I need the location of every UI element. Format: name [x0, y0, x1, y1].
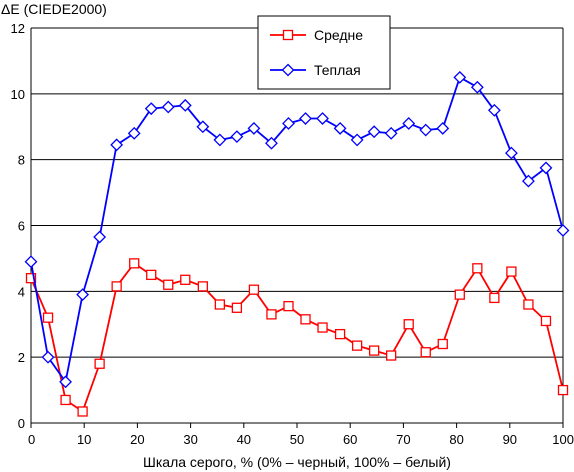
legend-item: Теплая — [270, 62, 361, 78]
data-point-square — [163, 279, 174, 290]
data-point-square — [351, 340, 363, 351]
y-tick-label: 12 — [11, 21, 25, 36]
data-point-square — [60, 394, 71, 406]
data-point-square — [386, 350, 397, 361]
data-point-diamond — [265, 136, 278, 150]
data-point-diamond — [556, 224, 570, 237]
data-point-diamond — [470, 80, 484, 94]
x-tick-label: 50 — [290, 432, 304, 447]
data-point-square — [111, 281, 122, 292]
data-point-square — [403, 319, 414, 330]
data-point-diamond — [282, 117, 295, 130]
data-point-diamond — [230, 130, 244, 144]
y-tick-label: 4 — [18, 284, 25, 299]
data-point-diamond — [350, 133, 364, 147]
data-point-diamond — [178, 98, 192, 112]
data-point-square — [214, 299, 226, 310]
data-point-square — [129, 258, 140, 269]
data-point-square — [557, 384, 569, 396]
data-point-diamond — [196, 120, 210, 134]
data-point-diamond — [539, 161, 553, 175]
x-tick-label: 70 — [396, 432, 410, 447]
data-point-diamond — [419, 123, 433, 137]
x-tick-label: 80 — [449, 432, 463, 447]
data-point-diamond — [247, 121, 261, 135]
series-average — [25, 258, 569, 417]
data-point-square — [472, 263, 483, 274]
data-point-square — [94, 358, 105, 369]
x-tick-label: 40 — [237, 432, 251, 447]
data-point-square — [42, 312, 54, 323]
data-point-diamond — [281, 63, 295, 77]
data-point-diamond — [504, 146, 518, 160]
data-point-square — [282, 29, 294, 41]
data-point-square — [266, 309, 277, 320]
data-point-square — [300, 314, 311, 325]
x-tick-label: 30 — [183, 432, 197, 447]
y-tick-label: 0 — [18, 416, 25, 431]
data-point-square — [454, 289, 465, 300]
data-point-diamond — [367, 125, 381, 139]
data-point-square — [248, 284, 260, 295]
legend-box — [257, 15, 391, 90]
data-point-diamond — [487, 103, 501, 117]
data-point-diamond — [24, 255, 38, 269]
data-point-diamond — [144, 102, 158, 116]
data-point-square — [25, 273, 37, 284]
y-tick-labels: 0 2 4 6 8 10 12 — [11, 21, 25, 431]
data-point-square — [231, 302, 243, 313]
data-point-diamond — [333, 121, 347, 135]
x-tick-label: 100 — [552, 432, 574, 447]
data-point-square — [180, 274, 191, 285]
data-point-diamond — [402, 117, 416, 130]
y-tick-label: 2 — [18, 350, 25, 365]
x-tick-label: 20 — [130, 432, 144, 447]
data-point-diamond — [453, 70, 467, 84]
data-point-square — [77, 406, 88, 417]
x-tick-labels: 0 10 20 30 40 50 60 70 80 90 100 — [28, 423, 574, 447]
data-point-diamond — [76, 288, 90, 302]
series-warm — [24, 70, 570, 389]
data-point-square — [197, 281, 208, 292]
data-point-square — [523, 299, 534, 310]
legend-label: Теплая — [314, 62, 361, 78]
data-point-diamond — [110, 138, 124, 152]
y-tick-label: 10 — [11, 87, 25, 102]
data-point-diamond — [436, 121, 450, 135]
data-point-square — [146, 269, 157, 281]
data-point-square — [437, 338, 448, 350]
data-point-diamond — [384, 126, 398, 140]
y-axis-title: ΔE (CIEDE2000) — [1, 1, 107, 17]
data-point-square — [540, 315, 552, 327]
x-tick-label: 10 — [77, 432, 91, 447]
data-point-diamond — [93, 230, 107, 244]
legend-item: Средне — [270, 27, 363, 43]
legend: Средне Теплая — [257, 15, 391, 90]
x-tick-label: 60 — [343, 432, 357, 447]
data-point-diamond — [213, 133, 227, 147]
x-axis-title: Шкала серого, % (0% – черный, 100% – бел… — [143, 454, 451, 470]
data-point-diamond — [299, 112, 312, 125]
data-point-square — [334, 328, 346, 340]
data-point-square — [506, 266, 517, 277]
data-point-diamond — [127, 126, 141, 140]
data-point-diamond — [41, 350, 55, 364]
y-tick-label: 6 — [18, 219, 25, 234]
data-point-square — [317, 322, 328, 333]
x-tick-label: 0 — [28, 432, 35, 447]
data-point-square — [489, 292, 500, 304]
data-point-diamond — [522, 174, 535, 188]
legend-label: Средне — [314, 27, 363, 43]
data-point-square — [368, 345, 380, 356]
data-point-diamond — [161, 100, 175, 114]
x-tick-label: 90 — [503, 432, 517, 447]
data-point-square — [420, 347, 431, 358]
data-point-diamond — [59, 375, 72, 389]
series-layer — [24, 70, 570, 417]
y-tick-label: 8 — [18, 153, 25, 168]
data-point-diamond — [316, 112, 329, 125]
data-point-square — [283, 300, 294, 312]
